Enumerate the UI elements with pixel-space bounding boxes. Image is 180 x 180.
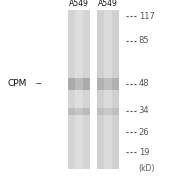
Bar: [68, 78, 90, 89]
Bar: [75, 78, 83, 89]
Text: A549: A549: [69, 0, 89, 8]
Bar: [68, 108, 90, 115]
Text: (kD): (kD): [139, 164, 155, 173]
Text: 34: 34: [139, 106, 149, 115]
Text: 26: 26: [139, 128, 149, 137]
Text: 85: 85: [139, 36, 149, 45]
Text: 19: 19: [139, 148, 149, 157]
Bar: [75, 108, 83, 115]
Bar: [97, 108, 119, 115]
Text: A549: A549: [98, 0, 118, 8]
Bar: [104, 108, 112, 115]
Text: 117: 117: [139, 12, 154, 21]
Text: 48: 48: [139, 79, 149, 88]
Bar: [97, 78, 119, 89]
Text: CPM: CPM: [7, 79, 27, 88]
Bar: [104, 10, 112, 169]
Bar: [68, 10, 90, 169]
Text: --: --: [35, 79, 42, 88]
Bar: [75, 10, 83, 169]
Bar: [104, 78, 112, 89]
Bar: [97, 10, 119, 169]
